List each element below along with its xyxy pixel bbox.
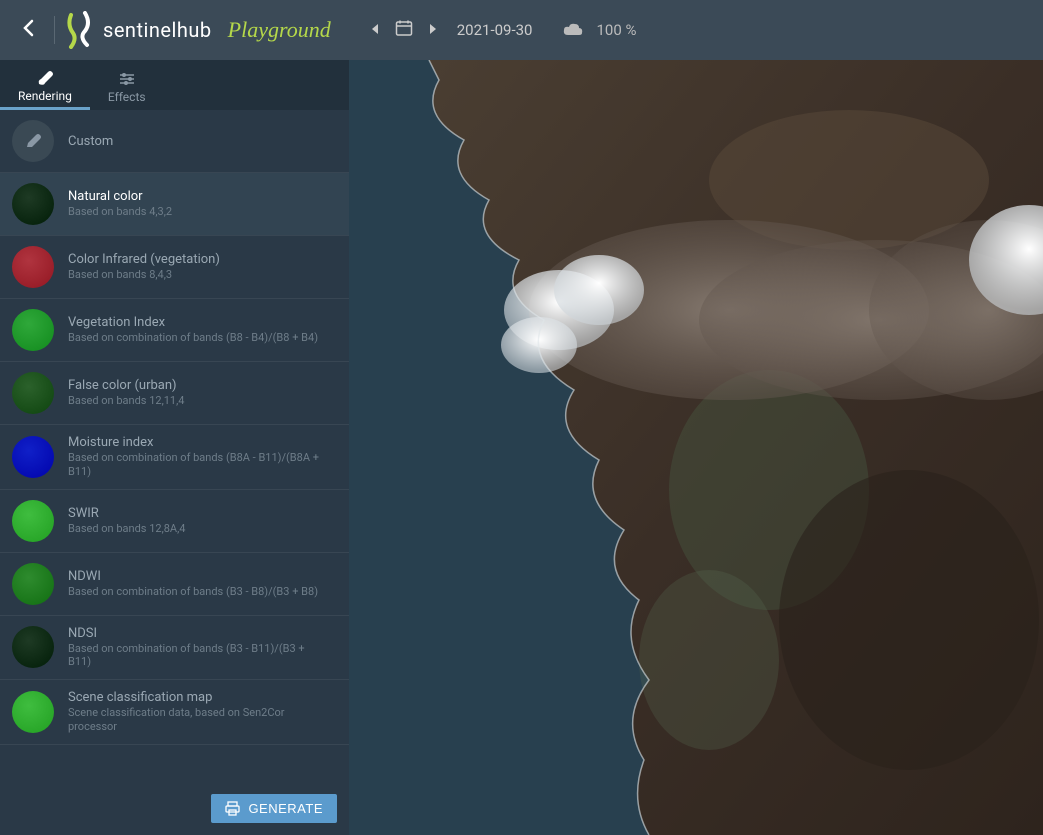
preset-thumb-moist	[12, 436, 54, 478]
preset-desc: Based on bands 8,4,3	[68, 268, 220, 282]
logo-mark-icon	[65, 11, 93, 49]
preset-thumb-natural	[12, 183, 54, 225]
preset-title: Scene classification map	[68, 690, 328, 705]
preset-desc: Based on combination of bands (B8A - B11…	[68, 451, 328, 479]
back-button[interactable]	[12, 15, 44, 45]
preset-moist[interactable]: Moisture indexBased on combination of ba…	[0, 425, 349, 490]
header-divider	[54, 16, 55, 44]
date-navigator: 2021-09-30	[367, 17, 533, 43]
preset-title: Color Infrared (vegetation)	[68, 252, 220, 267]
tab-effects[interactable]: Effects	[90, 60, 164, 110]
preset-swir[interactable]: SWIRBased on bands 12,8A,4	[0, 490, 349, 553]
preset-cir[interactable]: Color Infrared (vegetation)Based on band…	[0, 236, 349, 299]
preset-desc: Based on combination of bands (B3 - B8)/…	[68, 585, 318, 599]
preset-thumb-custom	[12, 120, 54, 162]
preset-title: False color (urban)	[68, 378, 184, 393]
preset-thumb-vegidx	[12, 309, 54, 351]
cloud-percent: 100 %	[596, 21, 636, 39]
date-next-button[interactable]	[425, 19, 441, 42]
preset-ndwi[interactable]: NDWIBased on combination of bands (B3 - …	[0, 553, 349, 616]
map-viewport[interactable]	[349, 60, 1043, 835]
date-label: 2021-09-30	[457, 21, 533, 39]
sidebar-tabs: Rendering Effects	[0, 60, 349, 110]
brand-main: sentinelhub	[103, 18, 212, 42]
preset-desc: Based on bands 4,3,2	[68, 205, 172, 219]
cloud-coverage: 100 %	[562, 21, 636, 39]
preset-title: Vegetation Index	[68, 315, 318, 330]
brand-sub: Playground	[228, 17, 331, 43]
preset-thumb-swir	[12, 500, 54, 542]
preset-thumb-ndsi	[12, 626, 54, 668]
preset-scl[interactable]: Scene classification mapScene classifica…	[0, 680, 349, 745]
preset-text: NDSIBased on combination of bands (B3 - …	[68, 626, 328, 670]
preset-title: NDSI	[68, 626, 328, 641]
preset-vegidx[interactable]: Vegetation IndexBased on combination of …	[0, 299, 349, 362]
preset-desc: Based on bands 12,8A,4	[68, 522, 185, 536]
sidebar: Rendering Effects CustomNatural colorBas…	[0, 60, 349, 835]
preset-text: Moisture indexBased on combination of ba…	[68, 435, 328, 479]
preset-text: False color (urban)Based on bands 12,11,…	[68, 378, 184, 408]
preset-desc: Based on combination of bands (B8 - B4)/…	[68, 331, 318, 345]
tab-rendering[interactable]: Rendering	[0, 60, 90, 110]
header: sentinelhub Playground 2021-09-30 100 %	[0, 0, 1043, 60]
brush-icon	[36, 69, 54, 87]
generate-button[interactable]: GENERATE	[211, 794, 337, 823]
preset-custom[interactable]: Custom	[0, 110, 349, 173]
chevron-left-icon	[22, 19, 34, 37]
generate-label: GENERATE	[248, 801, 323, 816]
caret-right-icon	[429, 23, 437, 35]
preset-thumb-ndwi	[12, 563, 54, 605]
satellite-image	[349, 60, 1043, 835]
preset-text: NDWIBased on combination of bands (B3 - …	[68, 569, 318, 599]
preset-ndsi[interactable]: NDSIBased on combination of bands (B3 - …	[0, 616, 349, 681]
preset-desc: Based on combination of bands (B3 - B11)…	[68, 642, 328, 670]
generate-bar: GENERATE	[0, 782, 349, 835]
preset-text: SWIRBased on bands 12,8A,4	[68, 506, 185, 536]
sliders-icon	[118, 70, 136, 88]
preset-urban[interactable]: False color (urban)Based on bands 12,11,…	[0, 362, 349, 425]
preset-title: Custom	[68, 134, 113, 149]
print-icon	[225, 801, 240, 816]
preset-thumb-scl	[12, 691, 54, 733]
preset-title: Natural color	[68, 189, 172, 204]
preset-text: Color Infrared (vegetation)Based on band…	[68, 252, 220, 282]
logo[interactable]: sentinelhub Playground	[65, 11, 331, 49]
cloud-icon	[562, 22, 584, 38]
preset-list: Custom Natural colorBased on bands 4,3,2 C…	[0, 110, 349, 782]
preset-text: Scene classification mapScene classifica…	[68, 690, 328, 734]
main: Rendering Effects CustomNatural colorBas…	[0, 60, 1043, 835]
preset-thumb-cir	[12, 246, 54, 288]
preset-title: SWIR	[68, 506, 185, 521]
pencil-icon	[24, 132, 42, 150]
preset-desc: Based on bands 12,11,4	[68, 394, 184, 408]
tab-rendering-label: Rendering	[18, 89, 72, 103]
preset-title: NDWI	[68, 569, 318, 584]
calendar-icon	[395, 19, 413, 37]
preset-title: Moisture index	[68, 435, 328, 450]
date-prev-button[interactable]	[367, 19, 383, 42]
preset-desc: Scene classification data, based on Sen2…	[68, 706, 328, 734]
caret-left-icon	[371, 23, 379, 35]
calendar-button[interactable]	[393, 17, 415, 43]
preset-natural[interactable]: Natural colorBased on bands 4,3,2	[0, 173, 349, 236]
preset-thumb-urban	[12, 372, 54, 414]
preset-text: Vegetation IndexBased on combination of …	[68, 315, 318, 345]
preset-text: Natural colorBased on bands 4,3,2	[68, 189, 172, 219]
tab-effects-label: Effects	[108, 90, 146, 104]
preset-text: Custom	[68, 134, 113, 149]
